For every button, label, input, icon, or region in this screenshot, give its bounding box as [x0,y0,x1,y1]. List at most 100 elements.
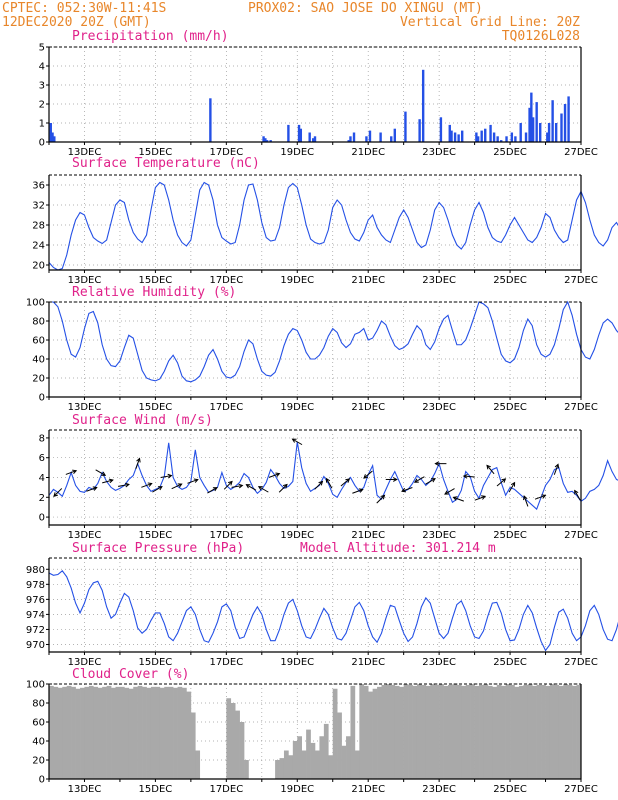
cloud-bar [479,684,484,779]
cloud-ytick-label: 80 [32,699,45,710]
wind-xtick-label: 21DEC [351,530,385,541]
precip-bar [457,134,460,142]
temp-xtick-label: 25DEC [493,275,527,286]
cloud-bar [527,684,533,779]
wind-direction-arrow [425,478,436,485]
precip-title: Precipitation (mm/h) [72,29,229,44]
cloud-bar [496,684,502,779]
cloud-bar [124,687,130,779]
cloud-bar [288,755,294,779]
wind-xtick-label: 23DEC [422,530,456,541]
cloud-bar [470,684,475,779]
cloud-bar [421,684,427,779]
cloud-bar [372,688,378,779]
wind-ytick-label: 0 [39,513,45,524]
precip-bar [563,104,567,142]
wind-direction-arrow [53,488,63,497]
rh-title: Relative Humidity (%) [72,285,236,300]
precip-bar [439,117,443,142]
temp-series-line [48,181,618,271]
cloud-bar [137,685,143,779]
precip-bar [264,138,267,142]
cloud-bar [536,684,542,779]
rh-ytick-label: 20 [32,374,45,385]
precip-bar [368,130,372,142]
cloud-xtick-label: 23DEC [422,784,456,795]
cloud-bar [439,684,444,779]
cloud-bar [385,684,391,779]
cloud-bar [354,750,360,779]
precip-bar [560,113,563,142]
rh-ytick-label: 60 [32,336,45,347]
wind-direction-arrow [231,483,244,489]
rh-ytick-label: 0 [39,393,45,404]
precip-panel: 0 1 2 3 4 5 13DEC 15DEC 17DEC 19DEC 21DEC 23DEC 25DE… [39,43,598,159]
cloud-bar [111,687,116,779]
wind-direction-arrow [102,478,114,484]
cloud-bar [518,685,524,779]
precip-bar [453,132,457,142]
cloud-bar [195,750,201,779]
precip-bar [299,128,303,142]
cloud-bar [168,686,174,779]
cloud-bar [53,686,59,779]
cloud-bar [142,686,147,779]
cloud-bar [576,684,581,779]
cloud-bar [315,750,320,779]
cloud-bar [390,684,396,779]
cloud-xtick-label: 15DEC [139,784,173,795]
pres-ytick-label: 970 [26,640,45,651]
cloud-bar [173,687,178,779]
precip-ytick-label: 3 [39,81,45,92]
pres-xtick-label: 17DEC [209,657,243,668]
cloud-bar [84,686,90,779]
temp-xtick-label: 17DEC [209,275,243,286]
cloud-bar [381,684,387,779]
cloud-bar [416,684,422,779]
cloud-ytick-label: 40 [32,737,45,748]
cloud-xtick-label: 13DEC [68,784,102,795]
cloud-bar [115,686,121,779]
wind-ytick-label: 6 [39,453,45,464]
precip-bar [269,140,272,142]
precip-bar [448,124,451,142]
cloud-bar [310,742,316,779]
precip-ytick-label: 1 [39,119,45,130]
cloud-bar [164,686,169,779]
cloud-bar [474,685,480,779]
wind-direction-arrow [223,480,233,490]
pres-frame [48,558,582,653]
temp-title: Surface Temperature (nC) [72,156,260,171]
cloud-bar [394,685,400,779]
temp-ytick-label: 28 [32,221,45,232]
rh-xtick-label: 27DEC [564,402,598,413]
temp-xtick-label: 13DEC [68,275,102,286]
wind-direction-arrow [278,483,288,493]
rh-ytick-label: 40 [32,355,45,366]
pres-ytick-label: 972 [26,625,45,636]
wind-direction-arrow [117,482,130,488]
cloud-bar [465,684,471,779]
precip-bar [287,124,290,142]
precip-bar [450,130,453,142]
wind-xtick-label: 27DEC [564,530,598,541]
cloud-bar [306,729,311,779]
header-grid-line-note: Vertical Grid Line: 20Z [400,15,580,30]
cloud-xtick-label: 25DEC [493,784,527,795]
rh-panel: 0 20 40 60 80 100 13DEC 15DEC 17DEC 19DEC 21DEC 23D… [26,298,618,413]
rh-xtick-label: 25DEC [493,402,527,413]
cloud-bar [146,687,152,779]
precip-xtick-label: 25DEC [493,147,527,158]
cloud-bar [244,760,249,779]
precip-bar [347,140,350,142]
cloud-bar [341,745,347,779]
wind-direction-arrow [187,478,199,484]
cloud-bar [301,750,307,779]
precip-ytick-label: 5 [39,43,45,54]
cloud-ytick-label: 0 [39,775,45,786]
header-run-date: 12DEC2020 20Z (GMT) [2,15,151,30]
pres-ytick-label: 978 [26,580,45,591]
precip-frame [48,47,582,143]
cloud-bar [319,736,325,779]
wind-xtick-label: 13DEC [68,530,102,541]
